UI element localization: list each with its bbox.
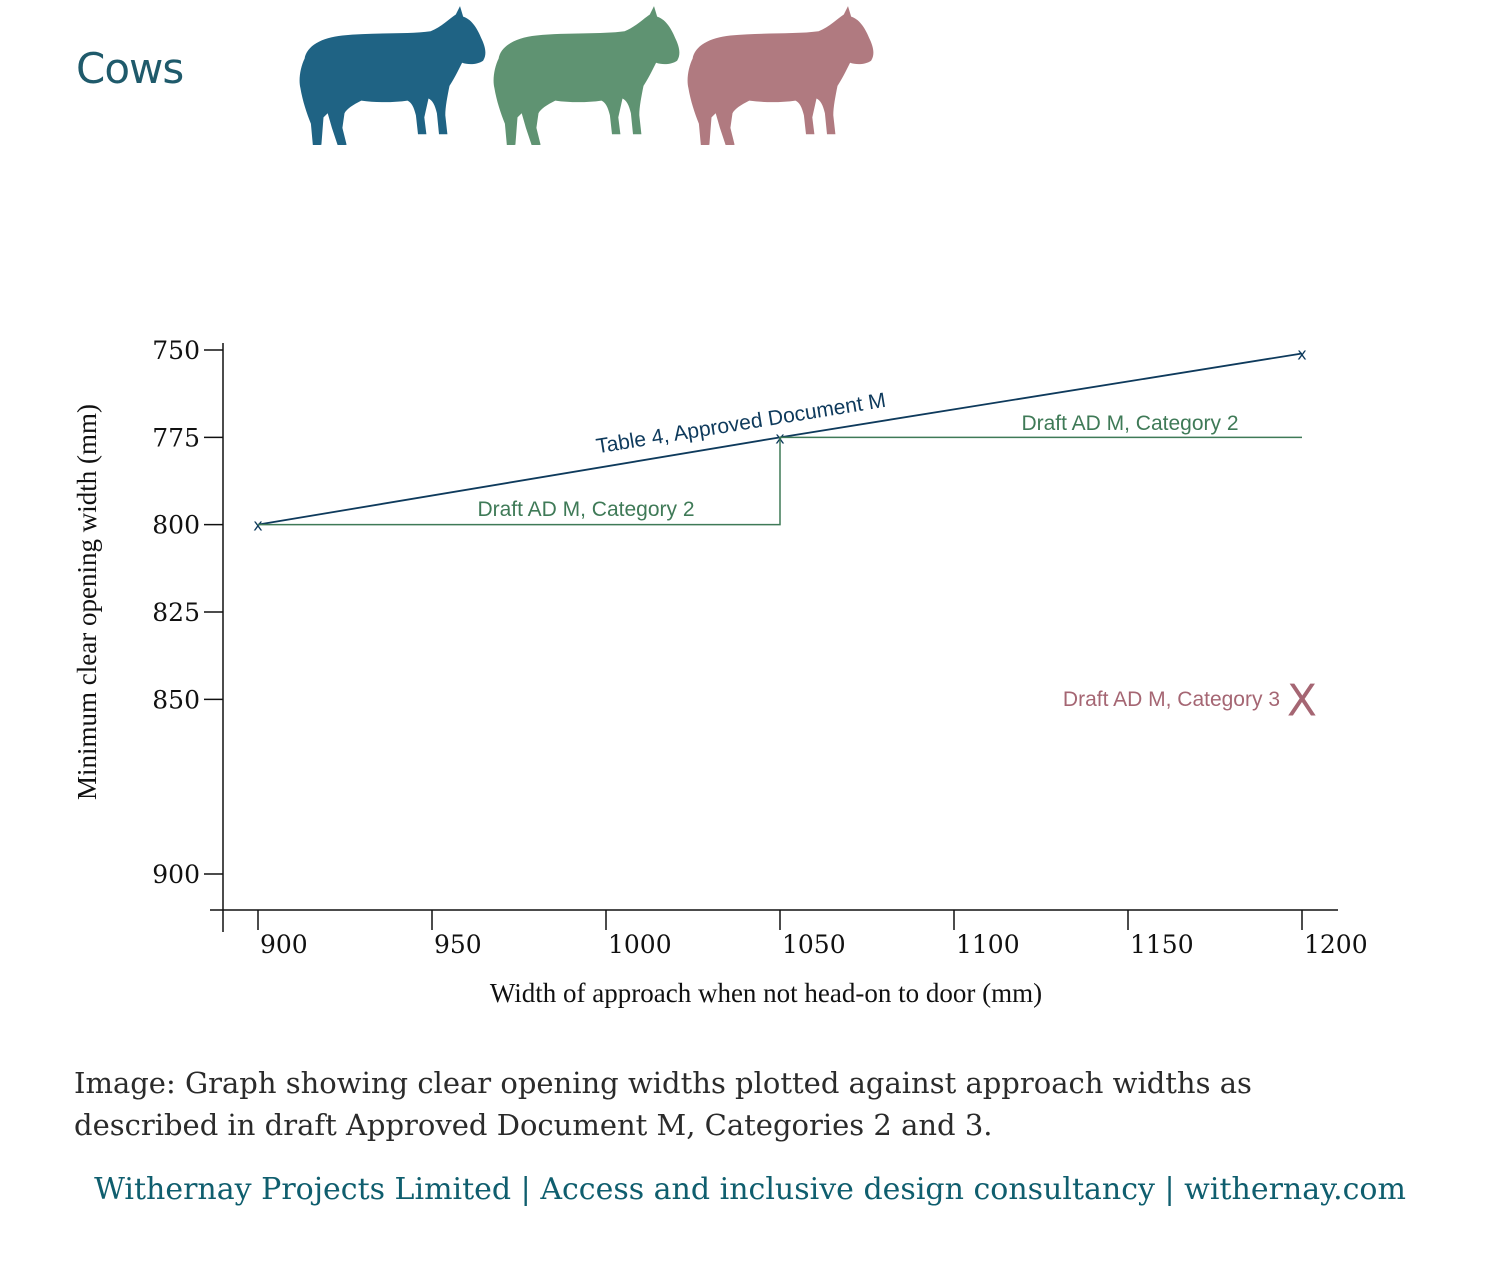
y-tick-label: 900	[152, 860, 200, 889]
annotation-category3: Draft AD M, Category 3	[1063, 688, 1280, 711]
image-caption: Image: Graph showing clear opening width…	[74, 1066, 1252, 1142]
y-tick-label: 775	[152, 423, 200, 452]
series-category2-step	[258, 436, 1302, 526]
y-tick-label: 800	[152, 511, 200, 540]
x-tick-label: 950	[434, 930, 482, 959]
annotation-category2-upper: Draft AD M, Category 2	[1021, 412, 1238, 435]
annotation-table4: Table 4, Approved Document M	[595, 389, 888, 459]
x-tick-label: 1100	[956, 930, 1020, 959]
chart-axes: 750 775 800 825 850 900 900 950 1000 1050 1100 1150…	[152, 336, 1367, 959]
y-tick-label: 750	[152, 336, 200, 365]
footer-credit: Withernay Projects Limited | Access and …	[94, 1172, 1406, 1207]
x-tick-label: 1200	[1304, 930, 1368, 959]
y-tick-label: 850	[152, 685, 200, 714]
brand-title: Cows	[76, 44, 184, 93]
chart-labels: Width of approach when not head-on to do…	[72, 389, 1280, 1008]
x-axis-label: Width of approach when not head-on to do…	[490, 978, 1042, 1008]
series-category3-marker: X	[1287, 675, 1317, 726]
annotation-category2-lower: Draft AD M, Category 2	[477, 498, 694, 521]
x-tick-label: 1150	[1130, 930, 1194, 959]
series-table4-marker: x	[1297, 344, 1306, 363]
x-tick-label: 900	[260, 930, 308, 959]
x-tick-label: 1050	[782, 930, 846, 959]
y-axis-label: Minimum clear opening width (mm)	[72, 404, 102, 800]
x-tick-label: 1000	[608, 930, 672, 959]
y-tick-label: 825	[152, 598, 200, 627]
